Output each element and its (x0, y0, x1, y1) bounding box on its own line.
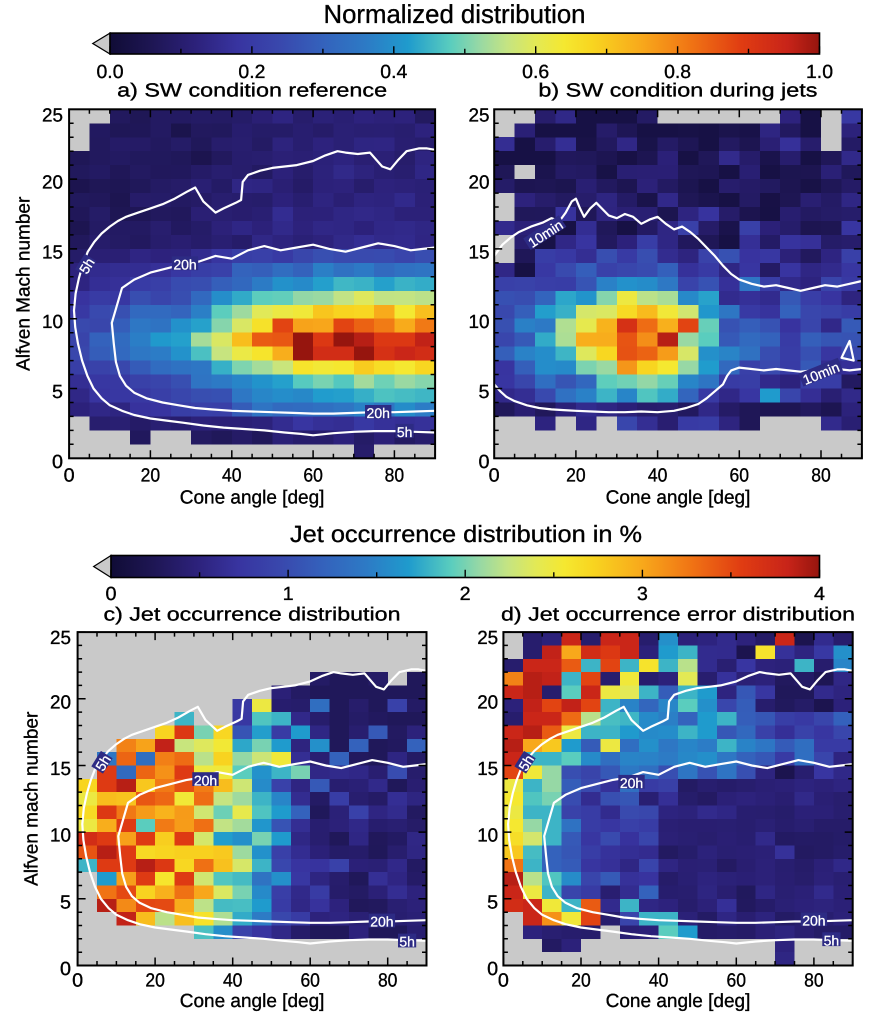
svg-text:80: 80 (804, 971, 824, 992)
svg-text:0: 0 (489, 466, 500, 487)
svg-text:d) Jet occurrence error distri: d) Jet occurrence error distribution (501, 605, 855, 626)
svg-text:5: 5 (52, 382, 63, 403)
svg-text:20h: 20h (620, 775, 643, 791)
svg-text:20: 20 (42, 173, 63, 194)
svg-text:25: 25 (50, 628, 71, 649)
svg-text:20: 20 (566, 466, 586, 487)
svg-text:20h: 20h (173, 257, 196, 273)
svg-text:5h: 5h (824, 932, 840, 948)
svg-text:10: 10 (42, 312, 63, 333)
svg-text:Alfven Mach number: Alfven Mach number (14, 196, 35, 371)
svg-text:4: 4 (814, 584, 825, 605)
svg-text:20: 20 (571, 971, 591, 992)
svg-text:Cone angle [deg]: Cone angle [deg] (180, 488, 325, 509)
svg-text:1.0: 1.0 (806, 62, 833, 83)
svg-text:5h: 5h (399, 934, 415, 950)
svg-text:Alfven mach number: Alfven mach number (22, 711, 43, 886)
svg-text:1: 1 (283, 584, 294, 605)
svg-text:10: 10 (469, 312, 490, 333)
svg-text:Jet occurrence distribution in: Jet occurrence distribution in % (290, 521, 642, 547)
svg-text:60: 60 (303, 466, 323, 487)
svg-text:25: 25 (477, 628, 498, 649)
svg-text:0.0: 0.0 (97, 62, 124, 83)
svg-text:20h: 20h (367, 405, 390, 421)
svg-text:15: 15 (469, 242, 490, 263)
svg-text:10: 10 (477, 826, 498, 847)
svg-text:0: 0 (498, 971, 509, 992)
svg-text:20h: 20h (194, 772, 217, 788)
svg-text:25: 25 (469, 105, 490, 126)
svg-text:0: 0 (64, 466, 75, 487)
svg-text:0: 0 (479, 452, 490, 473)
svg-text:5: 5 (60, 892, 71, 913)
svg-text:25: 25 (42, 105, 63, 126)
svg-text:b) SW condition during jets: b) SW condition during jets (538, 81, 817, 102)
svg-text:0.8: 0.8 (664, 62, 691, 83)
svg-text:0: 0 (52, 452, 63, 473)
svg-text:Normalized distribution: Normalized distribution (324, 0, 586, 29)
svg-text:0.6: 0.6 (522, 62, 549, 83)
svg-text:40: 40 (223, 971, 243, 992)
svg-text:20: 20 (469, 173, 490, 194)
svg-text:0: 0 (60, 959, 71, 980)
svg-text:40: 40 (648, 466, 668, 487)
svg-text:15: 15 (477, 759, 498, 780)
svg-text:20: 20 (50, 692, 71, 713)
svg-text:5h: 5h (76, 255, 98, 277)
svg-text:10: 10 (50, 826, 71, 847)
svg-text:60: 60 (727, 971, 747, 992)
svg-text:5: 5 (479, 382, 490, 403)
svg-text:80: 80 (811, 466, 831, 487)
svg-text:60: 60 (300, 971, 320, 992)
svg-text:5h: 5h (397, 424, 413, 440)
svg-text:Cone angle [deg]: Cone angle [deg] (606, 991, 751, 1012)
svg-text:20h: 20h (370, 914, 393, 930)
svg-text:a) SW condition reference: a) SW condition reference (117, 81, 387, 102)
svg-text:Cone angle [deg]: Cone angle [deg] (180, 991, 325, 1012)
svg-text:0.4: 0.4 (380, 62, 407, 83)
svg-text:5: 5 (487, 892, 498, 913)
svg-text:0.2: 0.2 (238, 62, 265, 83)
svg-text:5h: 5h (92, 752, 114, 774)
svg-text:15: 15 (42, 242, 63, 263)
svg-text:c) Jet occurrence distribution: c) Jet occurrence distribution (104, 605, 401, 626)
svg-text:Cone angle [deg]: Cone angle [deg] (606, 488, 751, 509)
svg-text:5h: 5h (515, 752, 537, 774)
svg-text:20: 20 (145, 971, 165, 992)
svg-text:80: 80 (385, 466, 405, 487)
svg-text:0: 0 (106, 584, 117, 605)
svg-text:40: 40 (222, 466, 242, 487)
svg-text:15: 15 (50, 759, 71, 780)
svg-text:60: 60 (730, 466, 750, 487)
svg-text:20: 20 (141, 466, 161, 487)
svg-text:80: 80 (378, 971, 398, 992)
svg-text:0: 0 (72, 971, 83, 992)
svg-text:40: 40 (649, 971, 669, 992)
svg-text:3: 3 (637, 584, 648, 605)
svg-text:20: 20 (477, 692, 498, 713)
svg-text:0: 0 (487, 959, 498, 980)
svg-text:2: 2 (460, 584, 471, 605)
svg-text:20h: 20h (802, 912, 825, 928)
